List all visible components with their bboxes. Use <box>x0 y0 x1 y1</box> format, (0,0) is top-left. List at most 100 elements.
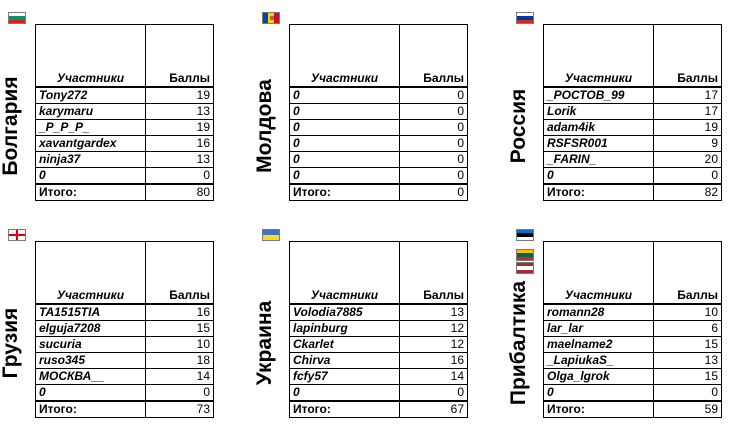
flag-icon <box>262 229 280 241</box>
total-label: Итого: <box>289 400 400 418</box>
score-table: Участники Баллы Volodia7885 13 lapinburg 12 Ck… <box>289 241 468 418</box>
total-label: Итого: <box>543 183 654 201</box>
flag-icon <box>8 12 26 24</box>
table-row: МОСКВА__ 14 <box>35 368 214 385</box>
table-header: Участники Баллы <box>289 241 468 305</box>
flag-icon <box>8 229 26 241</box>
country-label: Россия <box>507 88 530 164</box>
participants-header: Участники <box>35 24 146 88</box>
participant-points: 13 <box>145 151 214 168</box>
participant-points: 0 <box>145 384 214 402</box>
table-row: Lorik 17 <box>543 103 722 120</box>
table-row: lar_lar 6 <box>543 320 722 337</box>
participant-name: Lorik <box>543 103 654 120</box>
table-header: Участники Баллы <box>289 24 468 88</box>
total-row: Итого: 82 <box>543 183 722 201</box>
participant-name: Ckarlet <box>289 336 400 353</box>
country-panel: Россия Участники Баллы _РОСТОВ_99 17 Lorik 17 a… <box>507 12 739 217</box>
country-panel: Молдова Участники Баллы 0 0 0 0 0 0 0 0 0 0 0 0 Итого: 0 <box>253 12 500 217</box>
total-label: Итого: <box>543 400 654 418</box>
table-row: Volodia7885 13 <box>289 303 468 321</box>
participant-points: 0 <box>653 384 722 402</box>
participant-name: Chirva <box>289 352 400 369</box>
total-label: Итого: <box>35 183 146 201</box>
participant-points: 0 <box>399 151 468 168</box>
total-points: 67 <box>399 400 468 418</box>
score-table: Участники Баллы 0 0 0 0 0 0 0 0 0 0 0 0 Итого: 0 <box>289 24 468 201</box>
table-header: Участники Баллы <box>35 241 214 305</box>
participant-name: 0 <box>543 167 654 185</box>
total-row: Итого: 0 <box>289 183 468 201</box>
participant-points: 6 <box>653 320 722 337</box>
total-label: Итого: <box>35 400 146 418</box>
participant-name: karymaru <box>35 103 146 120</box>
participants-header: Участники <box>289 241 400 305</box>
participant-points: 0 <box>399 384 468 402</box>
participant-name: ruso345 <box>35 352 146 369</box>
participant-name: RSFSR001 <box>543 135 654 152</box>
total-points: 80 <box>145 183 214 201</box>
total-points: 73 <box>145 400 214 418</box>
table-row: maelname2 15 <box>543 336 722 353</box>
participant-points: 16 <box>145 303 214 321</box>
table-row: TA1515TIA 16 <box>35 303 214 321</box>
points-header: Баллы <box>399 241 468 305</box>
participant-points: 18 <box>145 352 214 369</box>
table-row: karymaru 13 <box>35 103 214 120</box>
participant-points: 19 <box>653 119 722 136</box>
table-row: xavantgardex 16 <box>35 135 214 152</box>
table-row: Ckarlet 12 <box>289 336 468 353</box>
participant-points: 12 <box>399 336 468 353</box>
participant-name: xavantgardex <box>35 135 146 152</box>
table-row: Chirva 16 <box>289 352 468 369</box>
participant-name: _LapiukaS_ <box>543 352 654 369</box>
participant-name: Tony272 <box>35 86 146 104</box>
participant-name: 0 <box>289 151 400 168</box>
participant-name: ninja37 <box>35 151 146 168</box>
points-header: Баллы <box>653 24 722 88</box>
participant-name: 0 <box>289 119 400 136</box>
participant-points: 15 <box>653 336 722 353</box>
participant-points: 10 <box>145 336 214 353</box>
participant-name: 0 <box>289 103 400 120</box>
participant-points: 16 <box>399 352 468 369</box>
participants-header: Участники <box>289 24 400 88</box>
participant-points: 12 <box>399 320 468 337</box>
participant-points: 10 <box>653 303 722 321</box>
participant-name: _P_P_P_ <box>35 119 146 136</box>
table-row: _LapiukaS_ 13 <box>543 352 722 369</box>
participant-name: maelname2 <box>543 336 654 353</box>
participant-name: lapinburg <box>289 320 400 337</box>
participant-points: 0 <box>399 86 468 104</box>
participant-points: 0 <box>399 167 468 185</box>
country-panel: Грузия Участники Баллы TA1515TIA 16 elguja720… <box>0 229 246 434</box>
participant-name: TA1515TIA <box>35 303 146 321</box>
participant-points: 16 <box>145 135 214 152</box>
participant-points: 13 <box>653 352 722 369</box>
participant-name: _FARIN_ <box>543 151 654 168</box>
table-row: elguja7208 15 <box>35 320 214 337</box>
score-table: Участники Баллы romann28 10 lar_lar 6 maelname… <box>543 241 722 418</box>
table-header: Участники Баллы <box>35 24 214 88</box>
total-label: Итого: <box>289 183 400 201</box>
table-row: RSFSR001 9 <box>543 135 722 152</box>
points-header: Баллы <box>653 241 722 305</box>
participant-name: lar_lar <box>543 320 654 337</box>
flag-icon <box>516 12 534 24</box>
participant-points: 0 <box>145 167 214 185</box>
total-points: 82 <box>653 183 722 201</box>
participant-name: 0 <box>35 384 146 402</box>
participant-name: sucuria <box>35 336 146 353</box>
participant-points: 14 <box>145 368 214 385</box>
participant-name: 0 <box>289 167 400 185</box>
participant-points: 0 <box>399 119 468 136</box>
flag-icon <box>262 12 280 24</box>
table-row: _P_P_P_ 19 <box>35 119 214 136</box>
